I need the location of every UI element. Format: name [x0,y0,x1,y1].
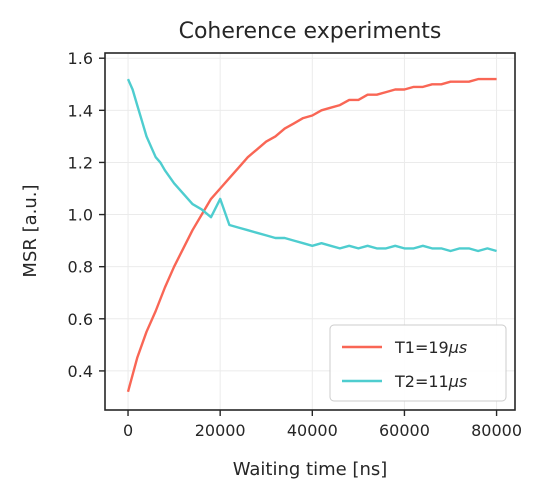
legend: T1=19μs T2=11μs [329,324,507,402]
x-tick-label: 80000 [471,421,522,440]
y-tick-label: 0.4 [68,362,93,381]
y-tick-label: 1.2 [68,153,93,172]
legend-label-t2: T2=11μs [394,372,467,391]
y-axis-label: MSR [a.u.] [20,184,41,277]
series-line-t2 [126,78,497,253]
legend-label-t1: T1=19μs [394,338,467,357]
x-tick-label: 20000 [195,421,246,440]
axes-frame [104,52,516,411]
y-tick-label: 1.0 [68,206,93,225]
x-tick-label: 0 [123,421,133,440]
y-axis: 0.4 0.6 0.8 1.0 1.2 1.4 1.6 [68,49,105,381]
plot-area [126,77,497,393]
y-tick-label: 1.6 [68,49,93,68]
series-line-t1 [126,77,497,393]
x-axis-label: Waiting time [ns] [233,459,388,480]
y-tick-label: 1.4 [68,101,93,120]
chart-title: Coherence experiments [179,19,442,44]
x-axis: 0 20000 40000 60000 80000 [123,410,522,440]
y-tick-label: 0.8 [68,258,93,277]
grid [105,53,515,410]
x-tick-label: 60000 [379,421,430,440]
x-tick-label: 40000 [287,421,338,440]
y-tick-label: 0.6 [68,310,93,329]
